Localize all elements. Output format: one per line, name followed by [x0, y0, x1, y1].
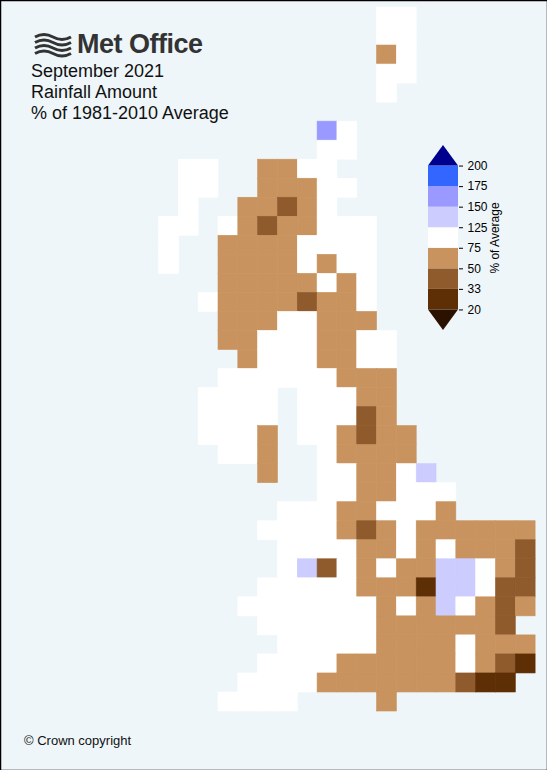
svg-text:175: 175	[468, 179, 488, 193]
html-text:% of 1981-2010 Average: % of 1981-2010 Average	[31, 103, 229, 123]
svg-text:% of Average: % of Average	[488, 202, 502, 273]
html-text:September 2021: September 2021	[31, 61, 165, 81]
svg-text:200: 200	[468, 159, 488, 173]
svg-text:150: 150	[468, 200, 488, 214]
svg-text:33: 33	[468, 282, 482, 296]
svg-text:125: 125	[468, 221, 488, 235]
html-text:Met Office: Met Office	[77, 29, 203, 59]
svg-text:75: 75	[468, 241, 482, 255]
svg-text:50: 50	[468, 262, 482, 276]
html-text:© Crown copyright: © Crown copyright	[24, 733, 132, 748]
html-text:Rainfall Amount: Rainfall Amount	[31, 82, 158, 102]
svg-text:20: 20	[468, 303, 482, 317]
